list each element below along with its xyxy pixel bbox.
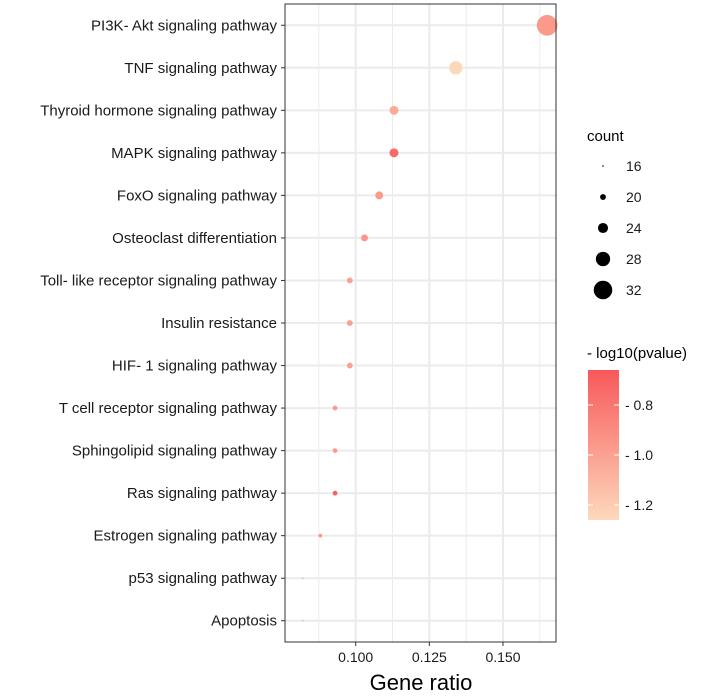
y-tick-label: HIF- 1 signaling pathway	[112, 358, 278, 375]
count-legend-label: 24	[626, 220, 642, 236]
count-legend-label: 20	[626, 189, 642, 205]
count-legend-label: 16	[626, 158, 642, 174]
x-tick-label: 0.150	[485, 649, 520, 665]
x-tick-label: 0.125	[412, 649, 447, 665]
x-tick-label: 0.100	[338, 649, 373, 665]
data-point	[375, 191, 384, 200]
data-point	[389, 105, 399, 115]
x-axis-label: Gene ratio	[370, 670, 473, 695]
pvalue-tick-label: - 1.2	[625, 497, 653, 513]
pvalue-legend-title: - log10(pvalue)	[587, 345, 687, 362]
count-legend-key	[593, 280, 613, 300]
count-legend-label: 32	[626, 282, 642, 298]
data-point	[361, 234, 368, 242]
y-tick-label: MAPK signaling pathway	[111, 145, 277, 162]
count-legend-key	[597, 222, 609, 234]
pvalue-colorbar	[588, 370, 619, 520]
x-tick-labels: 0.100 0.125 0.150	[338, 642, 521, 665]
data-points	[301, 14, 558, 622]
count-legend-label: 28	[626, 251, 642, 267]
y-tick-label: TNF signaling pathway	[124, 60, 277, 77]
y-tick-label: Thyroid hormone signaling pathway	[40, 102, 277, 119]
y-tick-label: p53 signaling pathway	[129, 570, 278, 587]
grid-lines	[285, 4, 556, 642]
data-point	[389, 148, 399, 158]
y-tick-label: PI3K- Akt signaling pathway	[91, 17, 277, 34]
data-point	[301, 619, 304, 622]
data-point	[332, 405, 338, 411]
y-tick-label: Osteoclast differentiation	[112, 230, 277, 247]
y-tick-labels: PI3K- Akt signaling pathway TNF signaling…	[40, 17, 285, 630]
count-legend-key	[602, 165, 604, 167]
data-point	[346, 320, 353, 326]
y-tick-label: FoxO signaling pathway	[117, 187, 278, 204]
data-point	[536, 14, 558, 36]
count-legend-key	[600, 194, 606, 200]
y-tick-label: Sphingolipid signaling pathway	[72, 443, 278, 460]
y-tick-label: Ras signaling pathway	[127, 485, 278, 502]
y-tick-label: Insulin resistance	[161, 315, 277, 332]
count-legend: count 16 20 24 28 32	[587, 128, 642, 300]
pvalue-tick-label: - 1.0	[625, 447, 653, 463]
data-point	[449, 61, 463, 75]
y-tick-label: Toll- like receptor signaling pathway	[40, 272, 277, 289]
pvalue-legend: - log10(pvalue) - 0.8 - 1.0 - 1.2	[587, 345, 687, 520]
data-point	[332, 448, 338, 453]
count-legend-title: count	[587, 128, 625, 145]
pvalue-tick-label: - 0.8	[625, 397, 653, 413]
y-tick-label: Estrogen signaling pathway	[94, 528, 278, 545]
data-point	[332, 490, 338, 496]
data-point	[346, 362, 353, 369]
data-point	[301, 577, 304, 579]
count-legend-key	[595, 251, 611, 267]
data-point	[346, 277, 353, 284]
y-tick-label: Apoptosis	[211, 613, 277, 630]
data-point	[318, 533, 323, 538]
y-tick-label: T cell receptor signaling pathway	[59, 400, 278, 417]
